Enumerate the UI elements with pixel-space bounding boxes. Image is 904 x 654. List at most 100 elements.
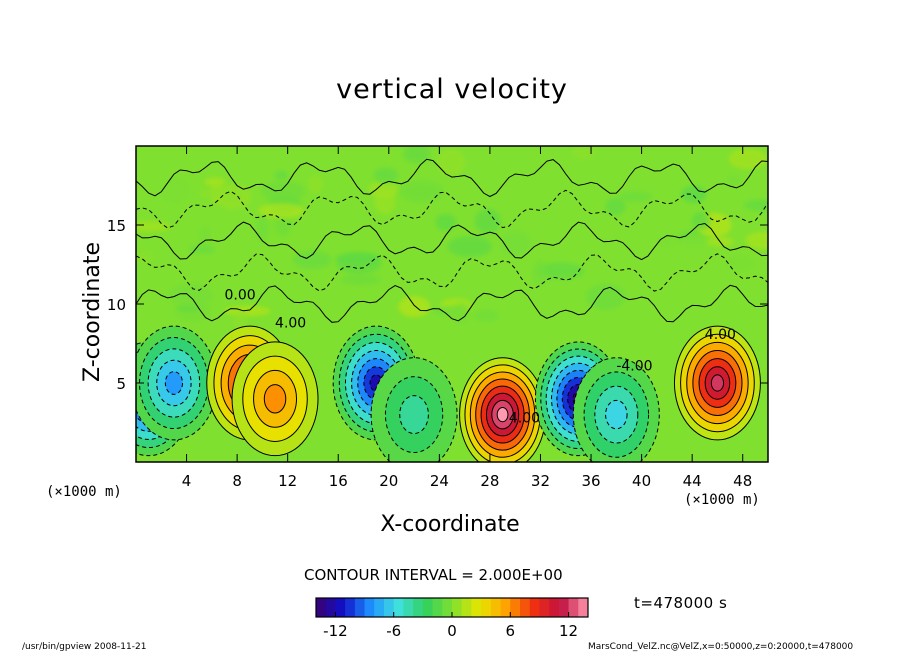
colorbar-tick-label: 0 (447, 622, 457, 640)
field-patch (532, 260, 548, 287)
colorbar-segment (490, 598, 502, 617)
x-tick-label: 24 (430, 472, 449, 490)
colorbar-segment (558, 598, 570, 617)
colorbar-tick-label: 12 (559, 622, 578, 640)
field-patch (274, 170, 288, 181)
convective-cell (673, 325, 761, 441)
colorbar-segment (529, 598, 540, 617)
contour-level (496, 406, 509, 423)
colorbar-segment (471, 598, 482, 617)
colorbar-segment (568, 598, 579, 617)
zero-contour-line (136, 253, 768, 292)
colorbar-segment (393, 598, 404, 617)
x-tick-label: 8 (232, 472, 242, 490)
x-tick-label: 44 (683, 472, 702, 490)
colorbar-segment (432, 598, 443, 617)
colorbar-segment (335, 598, 346, 617)
contour-level (710, 374, 725, 392)
y-tick-label: 15 (107, 217, 126, 235)
field-patch (197, 187, 245, 201)
zero-contour-line (136, 189, 768, 229)
zero-contour-line (136, 158, 768, 198)
field-patch (260, 181, 306, 202)
colorbar-segment (403, 598, 414, 617)
colorbar-segment (325, 598, 336, 617)
convective-cell (459, 357, 547, 462)
x-unit-label-left: (×1000 m) (46, 484, 122, 500)
y-axis-label: Z-coordinate (80, 242, 105, 382)
convective-cell (370, 357, 458, 462)
colorbar-tick-label: -12 (323, 622, 348, 640)
field-patch (293, 250, 332, 269)
x-unit-label-right: (×1000 m) (684, 492, 760, 508)
field-patch (256, 214, 269, 242)
colorbar-segment (374, 598, 385, 617)
x-tick-label: 20 (379, 472, 398, 490)
colorbar-segment (549, 598, 560, 617)
field-patch (726, 174, 742, 187)
colorbar-segment (481, 598, 492, 617)
colorbar-segment (452, 598, 463, 617)
field-patch (158, 177, 191, 204)
y-tick-label: 5 (116, 375, 126, 393)
field-patch (743, 199, 768, 211)
zero-contour-line (136, 221, 768, 261)
field-patch (499, 230, 532, 257)
field-patch (677, 235, 715, 260)
colorbar-segment (578, 598, 589, 617)
field-patch (618, 191, 652, 203)
field-patch (336, 253, 382, 275)
chart-title: vertical velocity (336, 74, 568, 105)
field-patch (536, 262, 585, 280)
x-tick-label: 4 (182, 472, 192, 490)
colorbar-segment (354, 598, 366, 617)
field-patch (745, 231, 768, 250)
field-patch (437, 148, 466, 176)
field-patch (308, 175, 324, 194)
colorbar-segment (384, 598, 395, 617)
contour-label: -4.00 (616, 358, 652, 374)
field-patch (373, 167, 399, 184)
plot-field: 4.00 0.00 -4.00 4.00 4.00 (136, 146, 768, 462)
field-patch (724, 254, 755, 272)
field-patch (474, 309, 499, 322)
contour-label: 4.00 (509, 411, 540, 427)
x-axis-label: X-coordinate (380, 512, 520, 537)
y-tick-label: 10 (107, 296, 126, 314)
x-tick-label: 28 (480, 472, 499, 490)
convective-cell (572, 357, 660, 462)
field-patch (232, 311, 248, 328)
colorbar-segment (345, 598, 356, 617)
convective-cell (231, 341, 319, 457)
x-tick-label: 16 (329, 472, 348, 490)
footer-right: MarsCond_VelZ.nc@VelZ,x=0:50000,z=0:2000… (588, 642, 854, 652)
colorbar-segment (364, 598, 375, 617)
field-patch (474, 208, 501, 234)
field-patch (398, 180, 445, 203)
colorbar-segment (461, 598, 472, 617)
field-patch (681, 185, 707, 204)
field-patch (198, 225, 212, 249)
contour-label: 0.00 (224, 287, 255, 303)
field-patch (728, 148, 768, 170)
field-patch (435, 213, 457, 231)
colorbar-segment (422, 598, 434, 617)
field-patch (189, 245, 216, 254)
colorbar-tick-label: -6 (386, 622, 401, 640)
field-patch (223, 305, 271, 317)
contour-label: 4.00 (705, 327, 736, 343)
footer-left: /usr/bin/gpview 2008-11-21 (22, 642, 147, 652)
x-tick-label: 36 (581, 472, 600, 490)
x-tick-label: 48 (733, 472, 752, 490)
colorbar-segment (539, 598, 550, 617)
field-patch (605, 197, 626, 215)
colorbar-segment (413, 598, 424, 617)
field-patch (136, 252, 155, 263)
contour-level (605, 399, 628, 430)
field-patch (368, 180, 399, 198)
field-patch (398, 296, 431, 318)
field-patch (655, 235, 677, 248)
colorbar-segment (520, 598, 531, 617)
field-patch (588, 220, 623, 236)
